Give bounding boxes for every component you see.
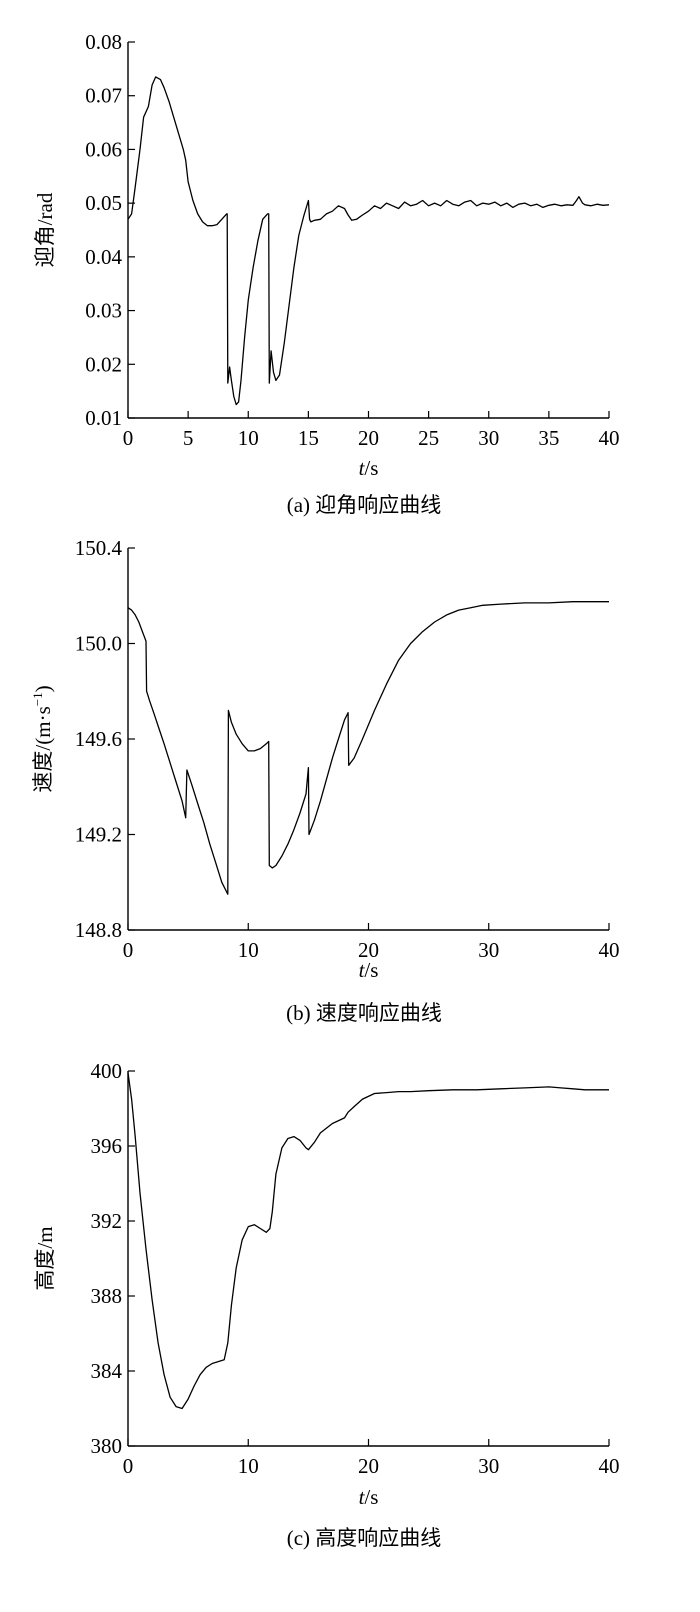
x-tick-label: 30 bbox=[478, 426, 499, 450]
y-tick-label: 0.08 bbox=[85, 30, 122, 54]
x-tick-label: 0 bbox=[123, 1454, 134, 1478]
series-line bbox=[127, 601, 609, 895]
x-tick-label: 40 bbox=[599, 938, 620, 962]
panel-c-altitude-response: 0 10 20 30 40 380 384 388 392 396 400 t/s 高度/m (c) 高度… bbox=[33, 1059, 620, 1550]
y-tick-label: 0.01 bbox=[85, 406, 122, 430]
x-tick-label: 15 bbox=[298, 426, 319, 450]
x-tick-label: 5 bbox=[183, 426, 194, 450]
y-tick-label: 150.4 bbox=[75, 536, 123, 560]
x-tick-label: 30 bbox=[478, 938, 499, 962]
y-tick-label: 0.07 bbox=[85, 84, 122, 108]
y-axis-title-superscript: −1 bbox=[30, 692, 45, 706]
x-axis-title: t/s bbox=[359, 456, 379, 480]
x-tick-label: 0 bbox=[123, 938, 134, 962]
y-tick-label: 0.05 bbox=[85, 191, 122, 215]
panel-a-alpha-response: 0 5 10 15 20 25 30 35 40 0.01 0.02 0.03 0.04 0.05 0.06… bbox=[33, 30, 620, 517]
y-tick-label: 400 bbox=[91, 1059, 123, 1083]
y-tick-label: 149.6 bbox=[75, 727, 122, 751]
panel-caption: (c) 高度响应曲线 bbox=[287, 1526, 442, 1550]
y-tick-label: 388 bbox=[91, 1284, 123, 1308]
x-tick-label: 35 bbox=[538, 426, 559, 450]
x-axis-unit: /s bbox=[364, 1485, 378, 1509]
x-tick-label: 20 bbox=[358, 938, 379, 962]
x-tick-label: 30 bbox=[478, 1454, 499, 1478]
x-axis-title: t/s bbox=[359, 1485, 379, 1509]
x-tick-label: 40 bbox=[599, 1454, 620, 1478]
x-tick-label: 20 bbox=[358, 426, 379, 450]
x-tick-label: 10 bbox=[238, 938, 259, 962]
y-tick-label: 384 bbox=[91, 1359, 123, 1383]
x-axis-variable: t bbox=[359, 1485, 366, 1509]
x-tick-label: 10 bbox=[238, 1454, 259, 1478]
x-tick-label: 25 bbox=[418, 426, 439, 450]
y-tick-label: 149.2 bbox=[75, 823, 122, 847]
x-tick-label: 20 bbox=[358, 1454, 379, 1478]
x-axis-variable: t bbox=[359, 456, 366, 480]
y-axis-title-main: 速度/(m·s bbox=[31, 706, 55, 792]
y-tick-label: 0.02 bbox=[85, 352, 122, 376]
x-tick-label: 10 bbox=[238, 426, 259, 450]
x-axis-unit: /s bbox=[364, 958, 378, 982]
y-tick-label: 150.0 bbox=[75, 632, 122, 656]
y-tick-label: 0.03 bbox=[85, 299, 122, 323]
y-axis-title: 迎角/rad bbox=[33, 192, 57, 267]
y-tick-label: 0.06 bbox=[85, 137, 122, 161]
y-axis-title: 高度/m bbox=[33, 1226, 57, 1290]
series-line bbox=[127, 1072, 609, 1410]
y-tick-label: 0.04 bbox=[85, 245, 122, 269]
y-tick-label: 148.8 bbox=[75, 918, 122, 942]
panel-caption: (b) 速度响应曲线 bbox=[286, 1001, 442, 1025]
y-axis-title-close: ) bbox=[31, 685, 55, 692]
x-axis-title: t/s bbox=[359, 958, 379, 982]
y-tick-label: 392 bbox=[91, 1209, 123, 1233]
y-axis-title: 速度/(m·s−1) bbox=[30, 685, 55, 792]
y-tick-label: 396 bbox=[91, 1134, 123, 1158]
x-tick-label: 0 bbox=[123, 426, 134, 450]
x-axis-variable: t bbox=[359, 958, 366, 982]
panel-caption: (a) 迎角响应曲线 bbox=[287, 493, 442, 517]
series-line bbox=[127, 76, 610, 406]
panel-b-velocity-response: 0 10 20 30 40 148.8 149.2 149.6 150.0 150.4 t/s 速度/… bbox=[30, 536, 620, 1025]
x-axis-unit: /s bbox=[364, 456, 378, 480]
x-tick-label: 40 bbox=[599, 426, 620, 450]
y-tick-label: 380 bbox=[91, 1434, 123, 1458]
